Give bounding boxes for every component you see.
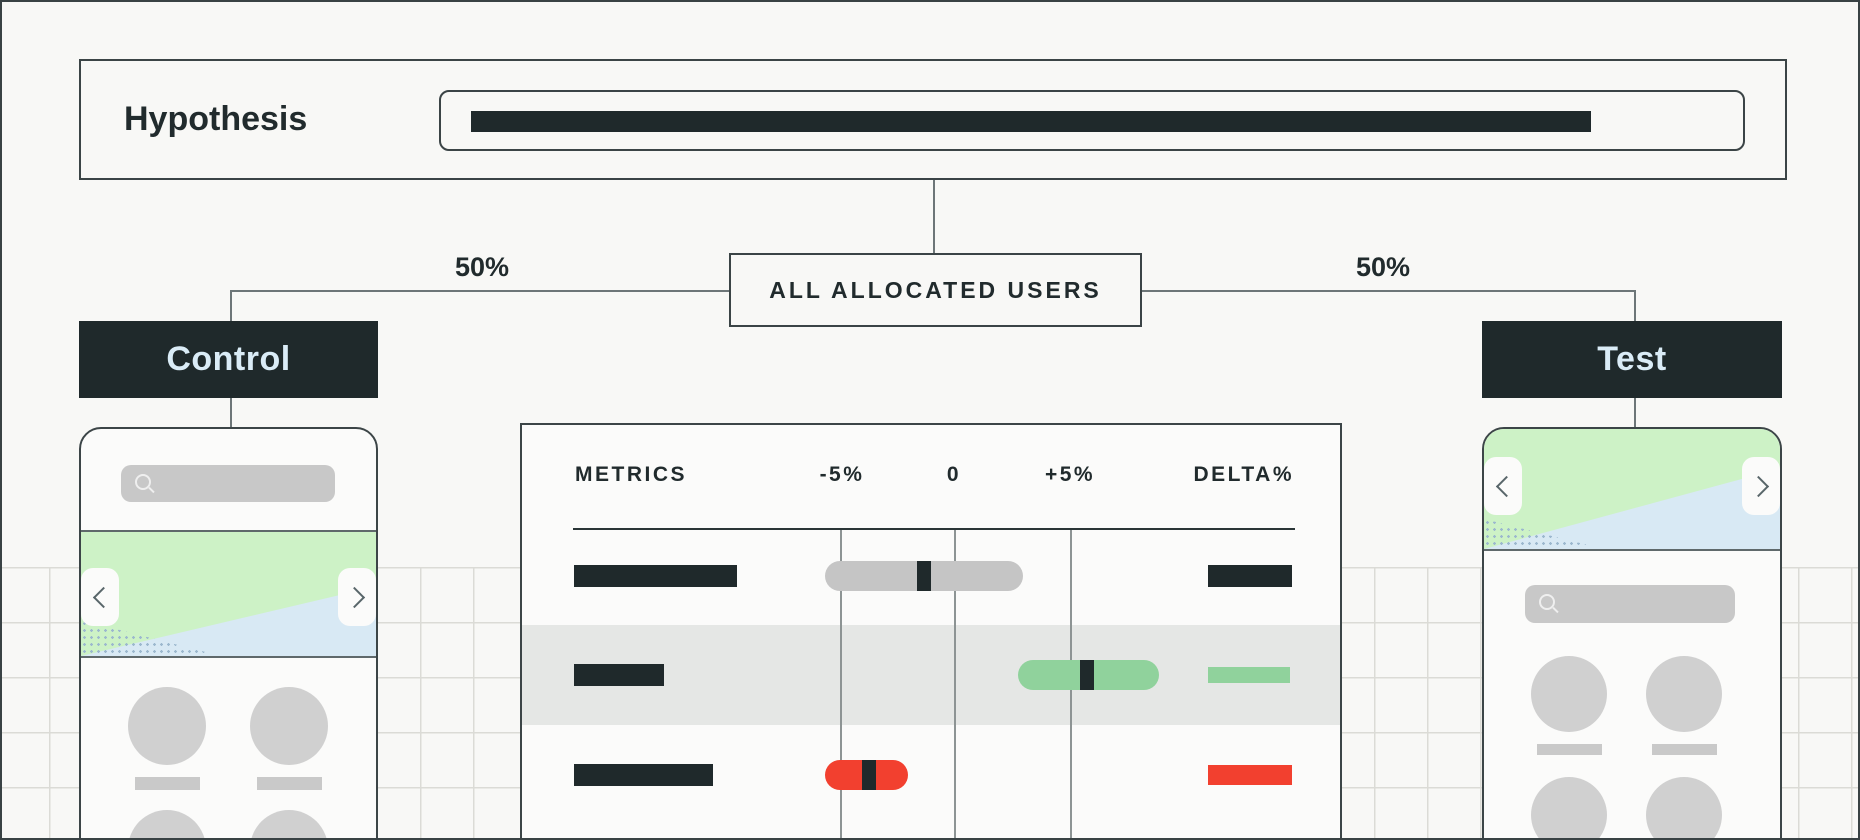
search-input[interactable] <box>1525 585 1735 623</box>
test-phone-mockup <box>1482 427 1782 838</box>
gridline-minus-5 <box>840 530 842 838</box>
metric-label-bar <box>574 764 713 786</box>
avatar <box>128 687 206 765</box>
control-box: Control <box>79 321 378 398</box>
control-phone-mockup <box>79 427 378 838</box>
delta-value-bar <box>1208 565 1292 587</box>
avatar-caption-bar <box>1537 744 1602 755</box>
search-input[interactable] <box>121 465 335 502</box>
carousel-prev-button[interactable] <box>81 568 119 626</box>
connector-drop-to-control <box>230 290 232 321</box>
point-estimate-tick <box>917 561 932 591</box>
chevron-right-icon <box>343 586 365 608</box>
connector-drop-to-test <box>1634 290 1636 321</box>
control-label: Control <box>166 340 291 378</box>
hypothesis-input[interactable] <box>439 90 1745 151</box>
metric-label-bar <box>574 664 664 686</box>
chevron-right-icon <box>1747 475 1769 497</box>
confidence-interval-pill <box>1018 660 1159 690</box>
chevron-left-icon <box>92 586 114 608</box>
delta-value-bar <box>1208 667 1290 683</box>
point-estimate-tick <box>1080 660 1095 690</box>
carousel-hero <box>1484 429 1780 551</box>
hypothesis-box: Hypothesis <box>79 59 1787 180</box>
split-left-label: 50% <box>454 252 510 282</box>
hypothesis-label: Hypothesis <box>124 100 308 138</box>
confidence-interval-pill <box>825 561 1023 591</box>
avatar <box>250 687 328 765</box>
gridline-zero <box>954 530 956 838</box>
carousel-hero <box>81 530 376 658</box>
point-estimate-tick <box>861 760 876 790</box>
header-minus-5: -5% <box>819 463 865 486</box>
search-icon <box>135 474 151 490</box>
allocation-box: ALL ALLOCATED USERS <box>729 253 1142 327</box>
avatar <box>1531 656 1607 732</box>
header-rule <box>573 528 1295 530</box>
search-icon <box>1539 594 1555 610</box>
connector-control-to-phone <box>230 398 232 427</box>
carousel-prev-button[interactable] <box>1484 457 1522 515</box>
avatar <box>1531 777 1607 838</box>
metrics-table: METRICS -5% 0 +5% DELTA% <box>520 423 1342 838</box>
avatar <box>1646 656 1722 732</box>
connector-right-horizontal <box>1142 290 1636 292</box>
header-zero: 0 <box>946 463 962 486</box>
avatar-caption-bar <box>257 777 322 790</box>
header-delta: DELTA% <box>1193 463 1294 486</box>
avatar-caption-bar <box>135 777 200 790</box>
split-right-label: 50% <box>1355 252 1411 282</box>
header-plus-5: +5% <box>1044 463 1096 486</box>
connector-test-to-phone <box>1634 398 1636 427</box>
connector-left-horizontal <box>230 290 729 292</box>
test-box: Test <box>1482 321 1782 398</box>
avatar <box>1646 777 1722 838</box>
metric-label-bar <box>574 565 737 587</box>
connector-hypothesis-to-allocation <box>933 180 935 253</box>
test-label: Test <box>1597 340 1667 378</box>
allocation-title: ALL ALLOCATED USERS <box>769 276 1102 303</box>
carousel-next-button[interactable] <box>1742 457 1780 515</box>
avatar <box>128 810 206 838</box>
hypothesis-placeholder-bar <box>471 111 1591 132</box>
delta-value-bar <box>1208 765 1292 785</box>
avatar <box>250 810 328 838</box>
chevron-left-icon <box>1495 475 1517 497</box>
confidence-interval-pill <box>825 760 908 790</box>
header-metrics: METRICS <box>575 463 687 486</box>
carousel-next-button[interactable] <box>338 568 376 626</box>
avatar-caption-bar <box>1652 744 1717 755</box>
